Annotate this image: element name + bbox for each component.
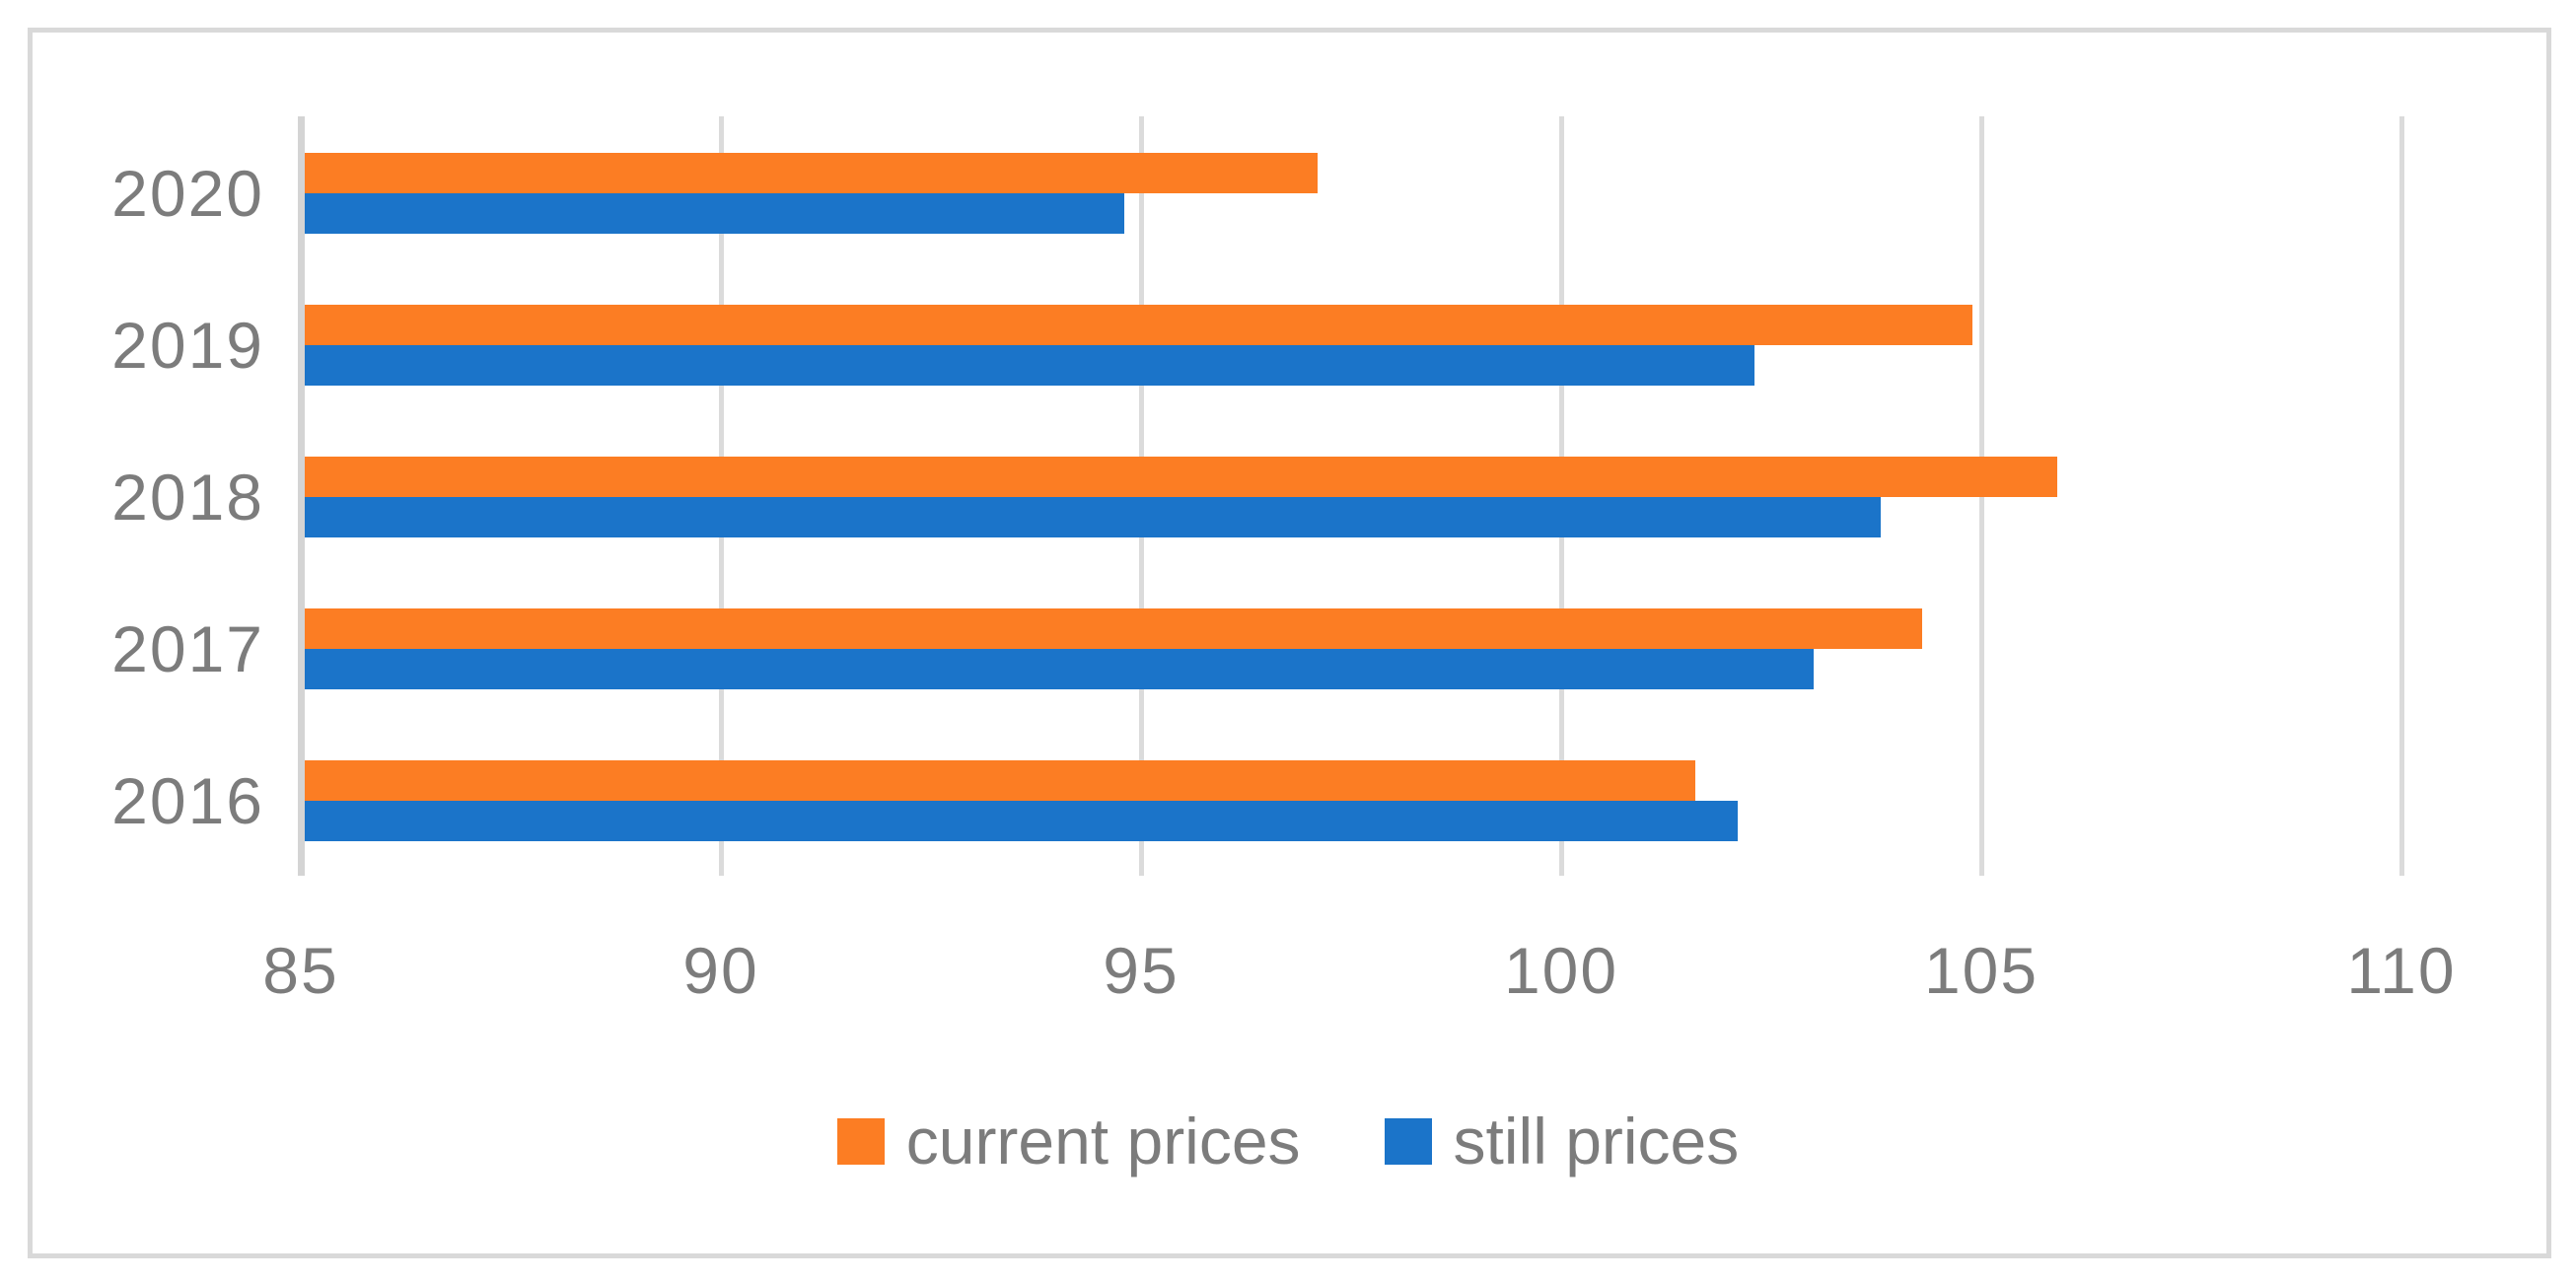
bar-2019-still-prices — [305, 345, 1754, 386]
x-tick-label-100: 100 — [1503, 934, 1619, 1007]
chart-border — [28, 28, 2551, 1258]
category-label-2019: 2019 — [111, 309, 264, 382]
bar-2020-current-prices — [305, 153, 1318, 193]
bar-2018-still-prices — [305, 497, 1881, 537]
bar-2017-current-prices — [305, 608, 1922, 649]
x-tick-label-95: 95 — [1103, 934, 1180, 1007]
bar-2017-still-prices — [305, 649, 1814, 689]
legend: current prices still prices — [0, 1106, 2576, 1176]
category-label-2018: 2018 — [111, 461, 264, 534]
legend-item-still-prices: still prices — [1384, 1105, 1740, 1177]
bar-2016-still-prices — [305, 801, 1738, 841]
legend-label-still-prices: still prices — [1453, 1105, 1740, 1177]
legend-item-current-prices: current prices — [836, 1105, 1301, 1177]
legend-swatch-current-prices-icon — [836, 1117, 885, 1165]
x-tick-label-110: 110 — [2346, 934, 2457, 1007]
bar-2019-current-prices — [305, 305, 1972, 345]
bar-2020-still-prices — [305, 193, 1124, 234]
category-label-2020: 2020 — [111, 157, 264, 230]
x-tick-label-90: 90 — [682, 934, 759, 1007]
legend-label-current-prices: current prices — [905, 1105, 1301, 1177]
value-axis-line — [298, 116, 305, 876]
category-label-2016: 2016 — [111, 764, 264, 837]
x-tick-label-105: 105 — [1923, 934, 2039, 1007]
gridline-110 — [2399, 116, 2404, 876]
category-label-2017: 2017 — [111, 612, 264, 685]
bar-2018-current-prices — [305, 457, 2057, 497]
x-tick-label-85: 85 — [262, 934, 339, 1007]
legend-swatch-still-prices-icon — [1384, 1117, 1432, 1165]
bar-2016-current-prices — [305, 760, 1695, 801]
